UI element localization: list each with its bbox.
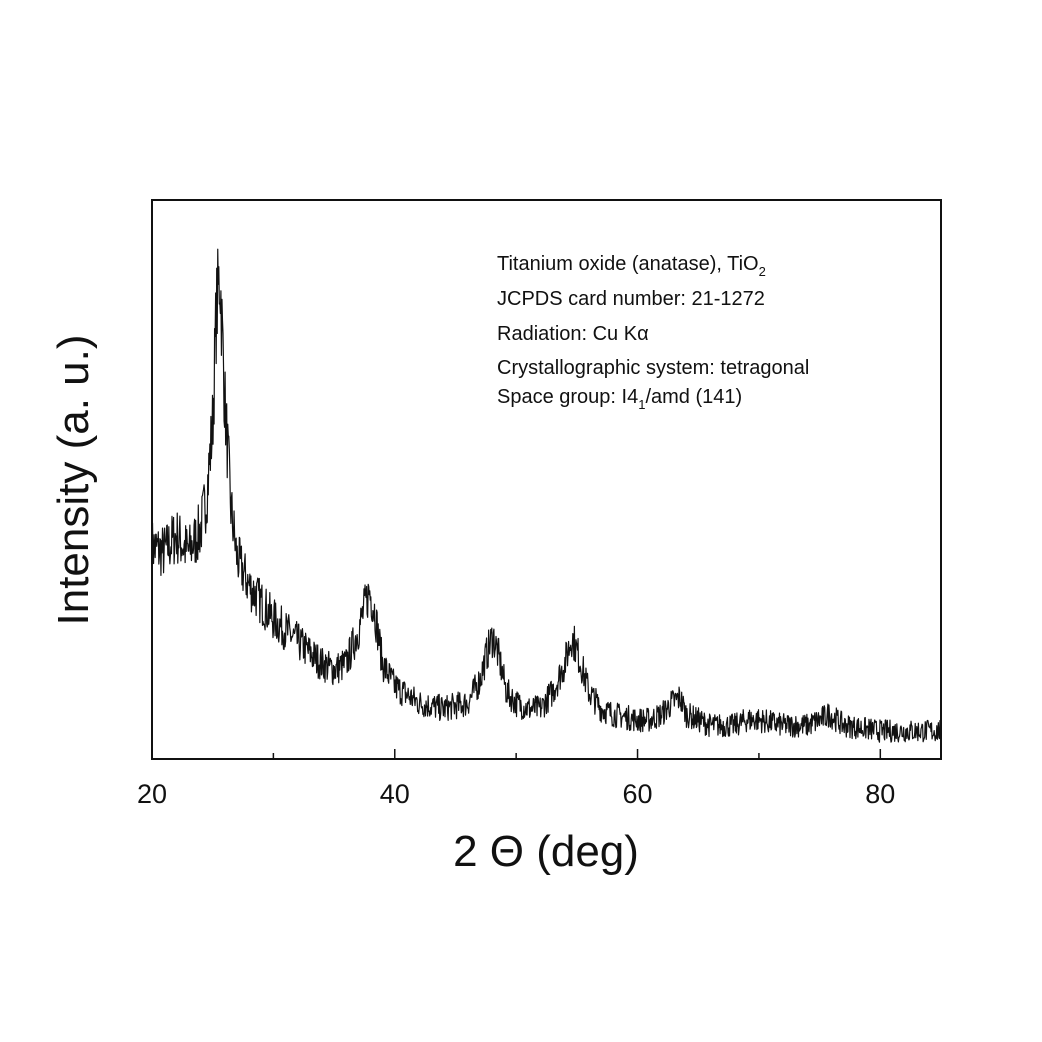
x-axis-ticks <box>151 749 882 759</box>
annotation-box: Titanium oxide (anatase), TiO2 JCPDS car… <box>497 253 809 412</box>
plot-frame <box>151 199 942 760</box>
x-axis-title: 2 Θ (deg) <box>453 827 639 876</box>
annotation-line-compound: Titanium oxide (anatase), TiO2 <box>497 253 766 279</box>
annotation-line-space-group: Space group: I41/amd (141) <box>497 386 742 412</box>
y-axis-title: Intensity (a. u.) <box>49 334 98 625</box>
x-axis-tick-labels: 20 40 60 80 <box>137 779 895 809</box>
annotation-line-crystal-system: Crystallographic system: tetragonal <box>497 357 809 379</box>
x-tick-label: 60 <box>623 779 653 809</box>
x-tick-label: 40 <box>380 779 410 809</box>
annotation-line-card: JCPDS card number: 21-1272 <box>497 288 765 310</box>
x-tick-label: 20 <box>137 779 167 809</box>
x-tick-label: 80 <box>865 779 895 809</box>
annotation-line-radiation: Radiation: Cu Kα <box>497 323 649 345</box>
diffraction-pattern-line <box>153 248 940 743</box>
